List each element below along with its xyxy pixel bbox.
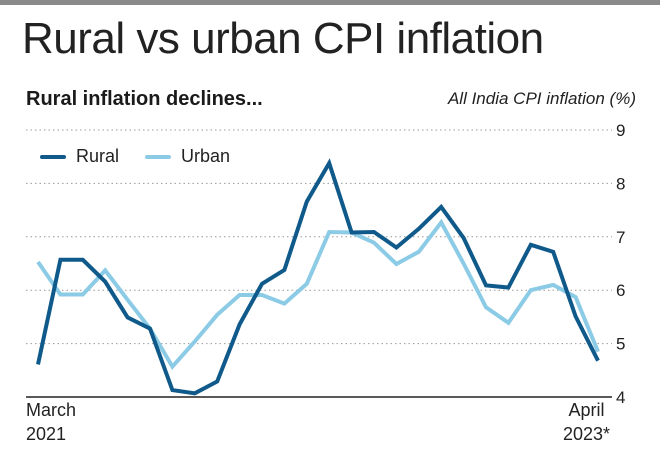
x-axis-end-label: April 2023* <box>563 398 610 446</box>
legend-label-urban: Urban <box>181 146 231 166</box>
x-axis-start-label: March 2021 <box>26 398 76 446</box>
legend-swatch-urban <box>145 154 172 159</box>
top-rule <box>0 0 660 5</box>
y-tick-label-4: 4 <box>616 388 625 407</box>
series-line-urban <box>36 218 600 370</box>
series-line-rural <box>36 158 600 396</box>
y-tick-label-7: 7 <box>616 228 625 247</box>
legend: Rural Urban <box>40 146 230 167</box>
y-tick-label-5: 5 <box>616 335 625 354</box>
legend-label-rural: Rural <box>76 146 120 166</box>
x-start-month: March <box>26 400 77 420</box>
y-axis-unit-label: All India CPI inflation (%) <box>447 89 636 108</box>
x-end-year: 2023* <box>562 424 610 444</box>
legend-item-urban: Urban <box>145 146 230 167</box>
y-tick-label-9: 9 <box>616 121 625 140</box>
y-tick-label-8: 8 <box>616 174 625 193</box>
chart-subtitle: Rural inflation declines... <box>26 88 263 110</box>
series-lines <box>36 158 600 396</box>
y-tick-labels: 4 5 6 7 8 9 <box>616 121 625 407</box>
legend-item-rural: Rural <box>40 146 119 167</box>
y-tick-label-6: 6 <box>616 281 625 300</box>
page-title: Rural vs urban CPI inflation <box>22 14 544 63</box>
x-end-month: April <box>568 400 605 420</box>
x-start-year: 2021 <box>26 424 67 444</box>
legend-swatch-rural <box>40 154 66 159</box>
